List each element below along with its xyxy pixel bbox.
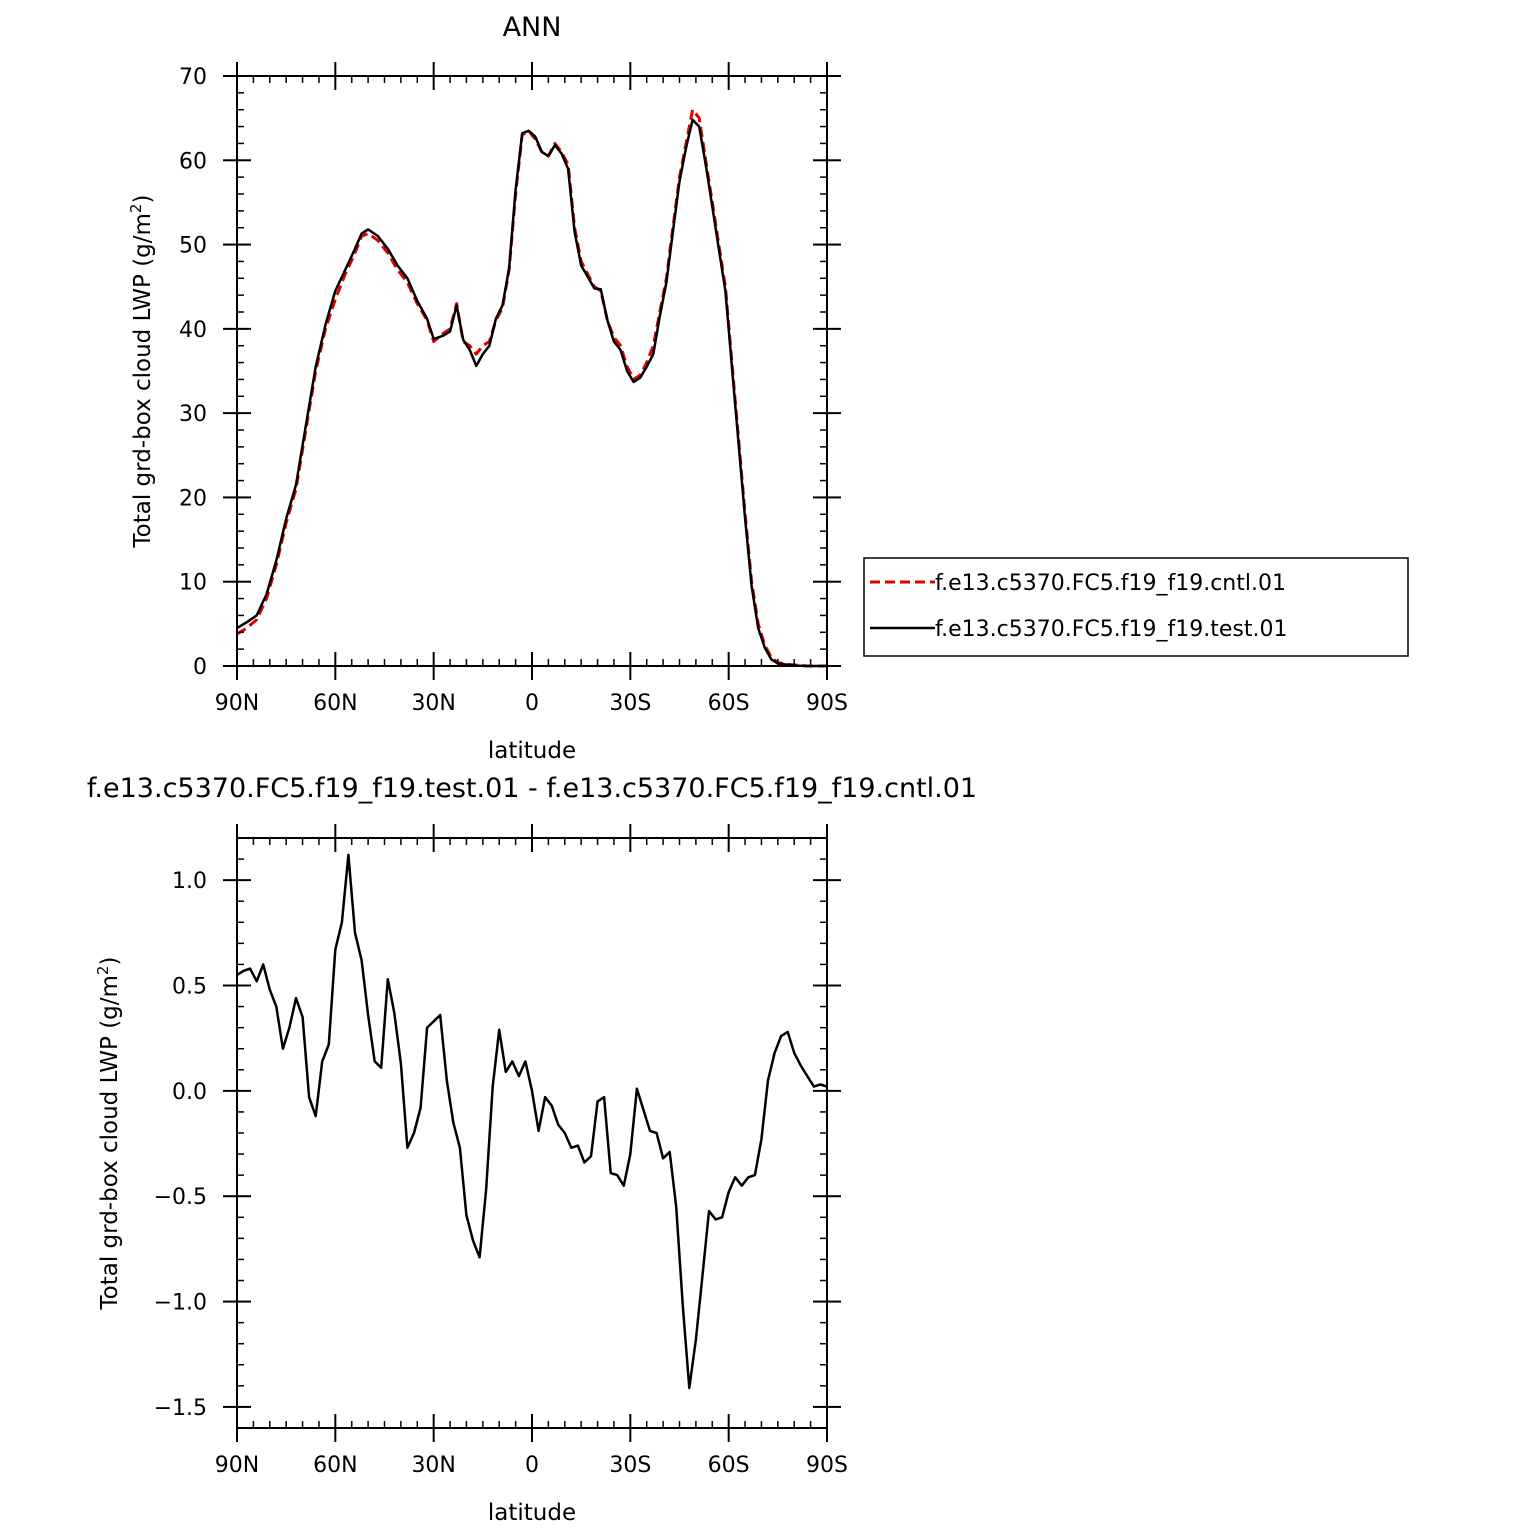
x-axis-label: latitude: [488, 738, 576, 764]
y-tick-label: 70: [179, 65, 207, 90]
x-tick-label: 60S: [708, 1453, 750, 1478]
y-tick-label: 20: [179, 486, 207, 511]
series-line-1: [236, 118, 827, 668]
chart-title: ANN: [503, 12, 562, 43]
y-tick-label: 0.0: [172, 1080, 207, 1105]
y-axis-label-superscript: 2: [94, 966, 112, 976]
y-tick-label: 60: [179, 149, 207, 174]
y-tick-label: 40: [179, 318, 207, 343]
y-axis-label: Total grd-box cloud LWP (g/m2): [94, 957, 123, 1311]
y-axis-label-close: ): [97, 957, 123, 966]
y-axis-label-superscript: 2: [127, 204, 145, 214]
y-tick-label: 10: [179, 571, 207, 596]
legend-label-cntl: f.e13.c5370.FC5.f19_f19.cntl.01: [935, 571, 1286, 596]
x-tick-label: 30S: [609, 1453, 651, 1478]
y-tick-label: −0.5: [154, 1185, 207, 1210]
legend-box: [863, 557, 1409, 657]
x-tick-label: 30S: [609, 691, 651, 716]
x-tick-label: 60N: [313, 691, 357, 716]
series-group: [236, 853, 828, 1390]
y-tick-label: 0: [193, 655, 207, 680]
plot-frame: [236, 75, 828, 667]
x-tick-label: 0: [525, 1453, 539, 1478]
x-tick-label: 60S: [708, 691, 750, 716]
difference-chart-title: f.e13.c5370.FC5.f19_f19.test.01 - f.e13.…: [87, 773, 977, 804]
legend-label-test: f.e13.c5370.FC5.f19_f19.test.01: [935, 617, 1287, 642]
x-tick-label: 60N: [313, 1453, 357, 1478]
y-tick-label: 1.0: [172, 869, 207, 894]
tick-group: 90N 60N 30N 0 30S 60S 90S −1.5 −1.0 −0.5 0.0 0.5 1.0: [154, 824, 848, 1478]
y-tick-label: 0.5: [172, 975, 207, 1000]
tick-group: 90N 60N 30N 0 30S 60S 90S 0 10 20 30 40 50 60 70: [179, 62, 848, 716]
plot-frame: [236, 837, 828, 1429]
x-tick-label: 30N: [411, 1453, 455, 1478]
y-tick-label: 30: [179, 402, 207, 427]
y-axis-label-main: Total grd-box cloud LWP (g/m: [97, 975, 123, 1310]
y-tick-label: −1.5: [154, 1396, 207, 1421]
y-axis-label-close: ): [130, 195, 156, 204]
series-line-0: [236, 108, 827, 668]
y-axis-label-main: Total grd-box cloud LWP (g/m: [130, 213, 156, 548]
series-line-0: [236, 853, 828, 1390]
x-tick-label: 90N: [215, 691, 259, 716]
x-tick-label: 30N: [411, 691, 455, 716]
x-tick-label: 90S: [806, 1453, 848, 1478]
x-tick-label: 0: [525, 691, 539, 716]
y-tick-label: 50: [179, 234, 207, 259]
series-group: [236, 108, 827, 668]
top-panel: ANN 90N 60N 30N 0 30S 60S 90S 0 10 20 30 40 50 60 70 l…: [127, 12, 1409, 764]
bottom-panel: f.e13.c5370.FC5.f19_f19.test.01 - f.e13.…: [87, 773, 977, 1526]
y-axis-label: Total grd-box cloud LWP (g/m2): [127, 195, 156, 549]
x-axis-label: latitude: [488, 1500, 576, 1526]
legend: f.e13.c5370.FC5.f19_f19.cntl.01 f.e13.c5…: [863, 557, 1409, 657]
x-tick-label: 90S: [806, 691, 848, 716]
y-tick-label: −1.0: [154, 1291, 207, 1316]
x-tick-label: 90N: [215, 1453, 259, 1478]
